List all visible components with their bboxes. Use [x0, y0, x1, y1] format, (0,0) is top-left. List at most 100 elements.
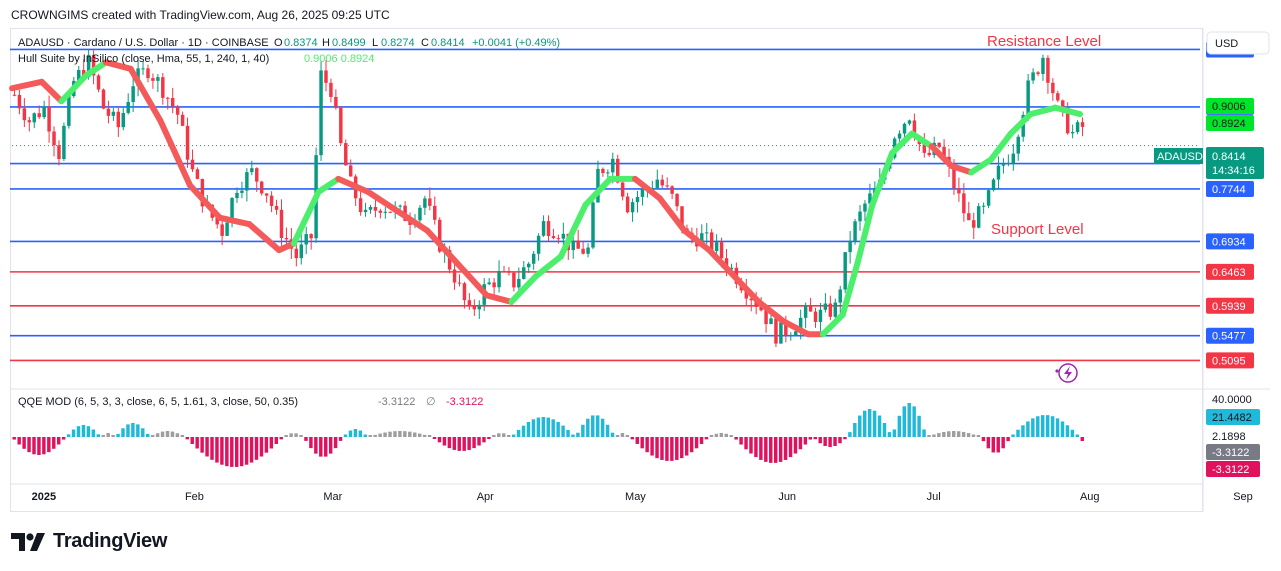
currency-button-box[interactable] — [1206, 31, 1270, 55]
candle-body — [121, 112, 125, 128]
qqe-bar — [615, 435, 620, 437]
candle-body — [255, 168, 259, 182]
candle-body — [250, 168, 254, 173]
candle-body — [833, 302, 838, 317]
qqe-bar — [333, 437, 338, 449]
time-axis-label: Mar — [323, 491, 342, 503]
qqe-bar — [699, 437, 704, 444]
candle-body — [378, 210, 383, 213]
qqe-bar — [670, 437, 674, 461]
qqe-bar — [417, 433, 422, 437]
qqe-bar — [235, 437, 239, 467]
qqe-bar — [581, 424, 585, 437]
time-axis-label: Sep — [1233, 491, 1253, 503]
candle-body — [581, 248, 585, 254]
qqe-null-symbol: ∅ — [426, 396, 436, 408]
qqe-bar — [927, 435, 931, 437]
qqe-bar — [937, 433, 941, 437]
candle-body — [556, 238, 561, 240]
candle-body — [497, 271, 501, 288]
candle-body — [729, 267, 734, 270]
candle-body — [418, 207, 422, 221]
qqe-bar — [442, 437, 447, 446]
candle-body — [665, 185, 669, 187]
candle-body — [62, 125, 66, 160]
hull-segment — [819, 311, 846, 338]
candle-body — [1061, 100, 1065, 108]
qqe-bar — [462, 437, 466, 451]
hull-b-tag-box — [1206, 115, 1254, 131]
candle-body — [190, 159, 195, 170]
candle-body — [1056, 93, 1060, 101]
tradingview-logo[interactable]: TradingView — [11, 530, 167, 553]
hull-segment — [102, 59, 134, 72]
candle-body — [531, 253, 536, 264]
qqe-bar — [447, 437, 452, 449]
legend-open-label: O — [274, 37, 283, 49]
candle-body — [195, 169, 200, 179]
qqe-bar — [902, 406, 906, 437]
qqe-bar — [264, 437, 269, 453]
candle-body — [561, 233, 566, 239]
qqe-bar — [57, 437, 61, 445]
qqe-bar — [546, 417, 550, 437]
hull-segment — [157, 117, 194, 189]
candle-body — [615, 158, 620, 183]
qqe-bar — [86, 426, 91, 437]
qqe-bar — [556, 422, 560, 437]
qqe-bar — [749, 437, 753, 454]
qqe-bar — [353, 429, 358, 437]
qqe-bar — [660, 437, 664, 460]
legend-low-value: 0.8274 — [381, 37, 415, 49]
qqe-bar — [472, 437, 476, 449]
candle-body — [452, 269, 457, 283]
candle-body — [962, 193, 966, 214]
qqe-bar — [694, 437, 699, 449]
qqe-bar — [600, 418, 605, 437]
candle-body — [635, 196, 640, 203]
qqe-bar — [536, 417, 541, 437]
hull-segment — [216, 214, 253, 228]
qqe-bar — [141, 428, 145, 437]
qqe-bar — [610, 432, 615, 437]
qqe-bar — [640, 437, 644, 449]
qqe-bar — [595, 415, 600, 437]
qqe-bar — [96, 434, 101, 437]
candle-body — [22, 108, 27, 121]
candle-body — [709, 232, 714, 252]
qqe-bar — [289, 433, 293, 437]
candle-body — [853, 221, 857, 241]
candle-body — [27, 120, 32, 123]
qqe-bar — [818, 437, 822, 444]
qqe-bar — [778, 437, 783, 462]
currency-button[interactable]: USD — [1215, 38, 1238, 50]
qqe-bar — [66, 434, 71, 437]
hull-suite-label: Hull Suite by InSilico (close, Hma, 55, … — [18, 53, 269, 65]
candle-body — [1046, 57, 1050, 83]
candle-body — [17, 94, 22, 109]
qqe-bar — [714, 433, 719, 437]
qqe-bar — [477, 437, 481, 446]
qqe-tag-red: -3.3122 — [1212, 464, 1249, 476]
hull-segment — [730, 272, 762, 305]
candle-body — [986, 190, 991, 206]
candle-body — [551, 236, 556, 239]
hull-segment — [533, 253, 564, 279]
candle-body — [319, 70, 323, 156]
candle-body — [388, 211, 393, 213]
candle-body — [324, 70, 328, 83]
candle-body — [907, 120, 912, 124]
qqe-bar — [328, 437, 333, 454]
replay-lightning-icon[interactable] — [1055, 363, 1078, 383]
time-axis-label: Jul — [927, 491, 941, 503]
hull-segment — [968, 156, 995, 176]
candle-body — [220, 224, 224, 236]
qqe-bar — [403, 431, 407, 437]
qqe-bar — [996, 437, 1000, 453]
qqe-bar — [452, 437, 457, 450]
qqe-bar — [205, 437, 209, 457]
candle-body — [259, 181, 264, 194]
candle-body — [1031, 72, 1035, 81]
qqe-bar — [932, 434, 936, 437]
